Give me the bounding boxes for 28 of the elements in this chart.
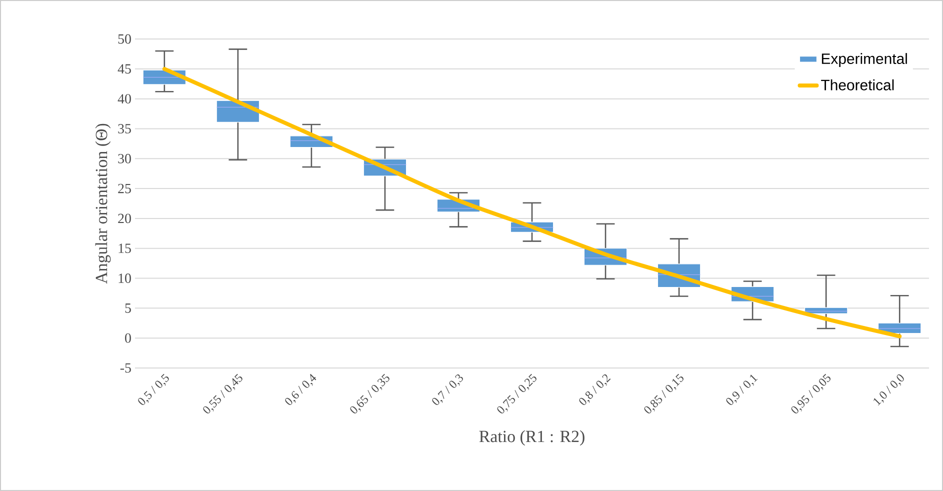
x-tick-label: 1,0 / 0,0 (874, 374, 904, 406)
x-tick-label: 0,6 / 0,4 (285, 374, 316, 405)
x-axis-title: Ratio (R1 : R2) (479, 430, 584, 446)
y-tick-label: 5 (125, 304, 131, 313)
y-tick-label: 50 (118, 34, 131, 44)
y-tick-label: 25 (118, 184, 131, 194)
y-tick-label: -5 (120, 363, 131, 373)
y-tick-label: 10 (118, 274, 131, 283)
y-tick-label: 20 (118, 214, 131, 224)
y-tick-label: 45 (118, 64, 131, 74)
x-tick-label: 0,8 / 0,2 (579, 374, 611, 405)
x-tick-label: 0,7 / 0,3 (432, 374, 463, 405)
y-tick-label: 0 (125, 333, 131, 343)
x-tick-label: 0,85 / 0,15 (644, 374, 684, 414)
x-tick-label: 0,95 / 0,05 (791, 374, 831, 414)
y-tick-label: 35 (118, 124, 131, 134)
legend-label: Theoretical (821, 79, 894, 90)
y-axis-title: Angular orientation (Θ) (95, 124, 111, 284)
x-tick-label: 0,9 / 0,1 (726, 374, 758, 405)
y-tick-label: 15 (118, 244, 131, 254)
line-series (162, 66, 902, 338)
y-tick-label: 30 (118, 154, 131, 164)
y-tick-label: 40 (118, 94, 131, 104)
x-tick-label: 0,55 / 0,45 (203, 374, 242, 414)
x-tick-label: 0,5 / 0,5 (138, 374, 169, 405)
legend-label: Experimental (822, 53, 907, 67)
x-tick-label: 0,65 / 0,35 (350, 374, 390, 414)
x-tick-label: 0,75 / 0,25 (497, 374, 536, 414)
